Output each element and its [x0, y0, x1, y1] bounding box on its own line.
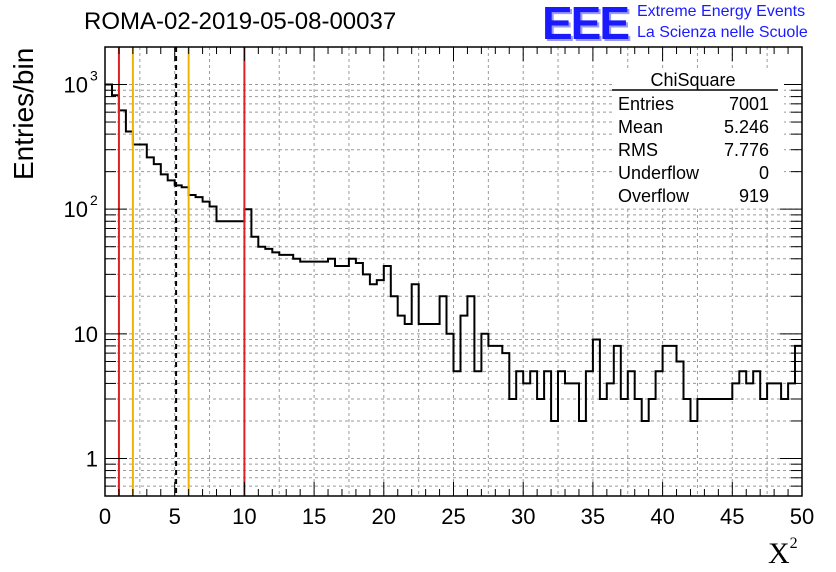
stats-row-value: 7.776 — [724, 140, 769, 160]
stats-row-value: 0 — [759, 163, 769, 183]
y-tick-label: 10 — [64, 73, 88, 98]
x-tick-label: 50 — [790, 504, 814, 529]
stats-box-title: ChiSquare — [650, 70, 735, 90]
logo-tagline-2: La Scienza nelle Scuole — [637, 24, 808, 41]
x-tick-label: 35 — [581, 504, 605, 529]
x-axis-label-base: X — [768, 537, 790, 570]
stats-row-label: Mean — [618, 117, 663, 137]
x-tick-label: 10 — [232, 504, 256, 529]
stats-row-value: 7001 — [729, 94, 769, 114]
x-tick-label: 45 — [720, 504, 744, 529]
stats-row-value: 5.246 — [724, 117, 769, 137]
plot-title: ROMA-02-2019-05-08-00037 — [84, 8, 397, 35]
y-tick-label-exponent: 2 — [90, 192, 98, 208]
stats-row-value: 919 — [739, 186, 769, 206]
x-tick-label: 25 — [441, 504, 465, 529]
x-tick-label: 0 — [99, 504, 111, 529]
stats-box-background — [614, 68, 784, 208]
stats-row-label: Underflow — [618, 163, 700, 183]
logo-tagline-1: Extreme Energy Events — [637, 3, 806, 20]
x-axis-label: X2 — [768, 535, 798, 571]
x-axis-label-sup: 2 — [789, 535, 798, 552]
y-tick-label-exponent: 3 — [90, 68, 98, 84]
stats-row-label: RMS — [618, 140, 658, 160]
stats-row-label: Entries — [618, 94, 674, 114]
x-tick-label: 5 — [169, 504, 181, 529]
y-tick-label: 10 — [74, 322, 98, 347]
y-tick-label: 1 — [86, 446, 98, 471]
x-tick-label: 30 — [511, 504, 535, 529]
eee-logo: EEE — [542, 0, 630, 49]
x-tick-label: 20 — [372, 504, 396, 529]
y-tick-label: 10 — [64, 197, 88, 222]
stats-row-label: Overflow — [618, 186, 690, 206]
histogram-series — [105, 83, 802, 422]
x-tick-label: 40 — [650, 504, 674, 529]
x-tick-label: 15 — [302, 504, 326, 529]
